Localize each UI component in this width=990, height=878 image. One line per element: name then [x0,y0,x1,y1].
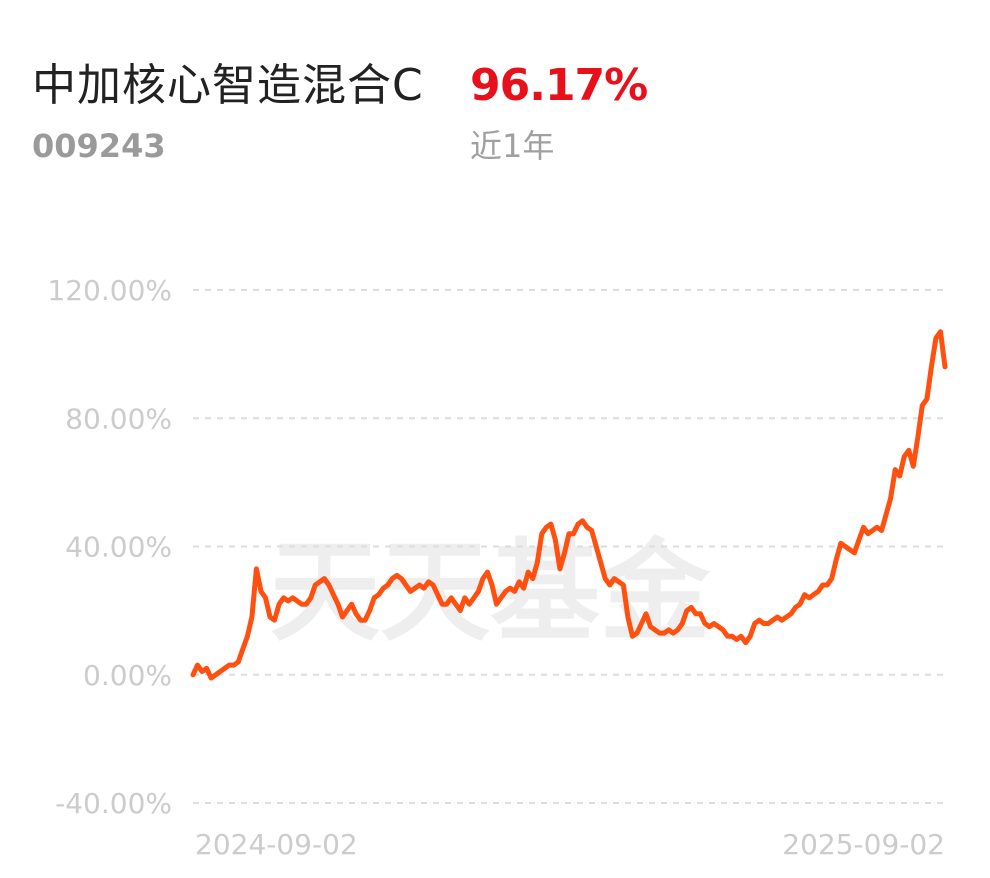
fund-code: 009243 [32,127,166,165]
fund-return-value: 96.17% [470,60,648,111]
y-tick-label: 40.00% [65,531,172,564]
x-axis-ticks: 2024-09-02 2025-09-02 [195,828,945,861]
y-tick-label: 120.00% [47,274,172,307]
series-line [190,329,948,681]
y-tick-label: 80.00% [65,402,172,435]
watermark-text: 天天基金 [270,527,711,656]
y-axis-ticks: 120.00% 80.00% 40.00% 0.00% -40.00% [47,274,172,820]
fund-return-period: 近1年 [470,127,555,165]
series-layer [190,329,948,681]
x-tick-label: 2024-09-02 [195,828,358,861]
grid-lines [193,289,945,804]
y-tick-label: -40.00% [55,787,172,820]
x-tick-label: 2025-09-02 [782,828,945,861]
fund-name: 中加核心智造混合C [32,60,424,111]
y-tick-label: 0.00% [83,659,172,692]
